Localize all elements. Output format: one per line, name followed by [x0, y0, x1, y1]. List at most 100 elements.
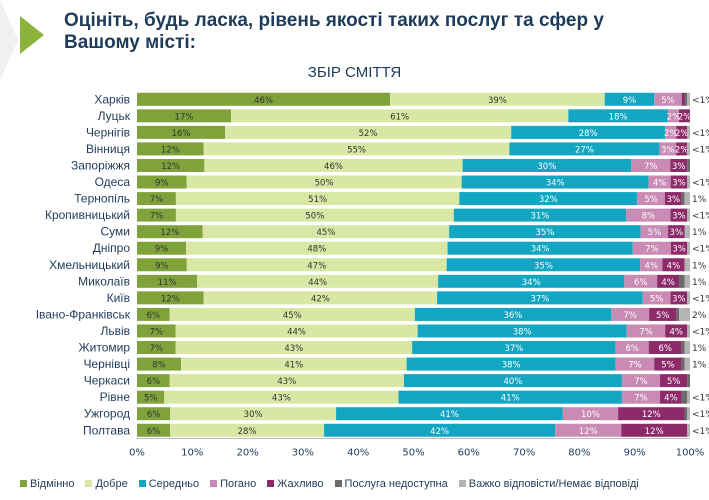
legend-item: Добре: [85, 478, 128, 490]
segment-label: 46%: [324, 162, 343, 172]
bar-segment: [687, 175, 690, 189]
segment-label: 35%: [534, 261, 553, 271]
segment-label: 3%: [672, 212, 686, 222]
segment-label: 31%: [530, 212, 549, 222]
segment-label: 27%: [575, 145, 594, 155]
bar-segment: [687, 324, 690, 338]
bar-segment: [137, 142, 204, 156]
segment-label: 50%: [315, 179, 334, 189]
city-label: Одеса: [95, 175, 131, 189]
bar-segment: [137, 341, 176, 355]
segment-label: 12%: [161, 145, 180, 155]
segment-label: 5%: [661, 361, 675, 371]
segment-label: 3%: [667, 195, 681, 205]
legend-label: Жахливо: [277, 478, 324, 490]
bar-segment: [687, 423, 690, 437]
bar-segment: [137, 208, 176, 222]
bar-segment: [626, 324, 666, 338]
city-label: Івано-Франківськ: [36, 307, 131, 321]
segment-label: 30%: [537, 162, 556, 172]
bar-segment: [459, 192, 638, 206]
bar-segment: [681, 390, 688, 404]
city-label: Полтава: [83, 423, 130, 437]
bar-segment: [654, 92, 682, 106]
x-tick-label: 50%: [402, 448, 424, 459]
bar-segment: [137, 241, 187, 255]
city-label: Київ: [107, 291, 130, 305]
bar-segment: [676, 142, 688, 156]
segment-label: 4%: [653, 179, 667, 189]
bar-segment: [687, 125, 690, 139]
bar-segment: [621, 423, 688, 437]
city-label: Хмельницький: [49, 258, 130, 272]
legend-item: Середньо: [138, 478, 199, 490]
x-tick-label: 0%: [129, 448, 145, 459]
outside-label: 1%: [692, 361, 707, 371]
city-label: Житомир: [79, 341, 131, 355]
bar-segment: [137, 192, 176, 206]
segment-label: 11%: [158, 278, 177, 288]
legend-item: Важко відповісти/Немає відповіді: [458, 478, 639, 490]
bar-segment: [640, 258, 663, 272]
bar-segment: [618, 407, 685, 421]
segment-label: 5%: [650, 294, 664, 304]
segment-label: 42%: [430, 427, 449, 437]
bar-segment: [137, 374, 170, 388]
bar-segment: [604, 92, 655, 106]
legend-label: Послуга недоступна: [344, 478, 448, 490]
x-tick-label: 30%: [292, 448, 314, 459]
segment-label: 16%: [172, 129, 191, 139]
bar-segment: [137, 225, 203, 239]
segment-label: 12%: [642, 410, 661, 420]
x-tick-label: 40%: [347, 448, 369, 459]
bar-segment: [687, 208, 690, 222]
bar-segment: [660, 374, 688, 388]
bar-segment: [640, 225, 669, 239]
bar-segment: [137, 109, 232, 123]
bar-segment: [186, 258, 447, 272]
bar-segment: [621, 374, 661, 388]
segment-label: 41%: [501, 394, 520, 404]
outside-label: 1%: [692, 261, 707, 271]
city-label: Харків: [94, 92, 130, 106]
bar-segment: [170, 423, 325, 437]
segment-label: 5%: [667, 377, 681, 387]
bar-segment: [681, 357, 685, 371]
segment-label: 44%: [287, 327, 306, 337]
bar-segment: [462, 158, 632, 172]
bar-segment: [175, 324, 418, 338]
legend-item: Жахливо: [267, 478, 324, 490]
bar-segment: [679, 307, 690, 321]
bar-segment: [687, 407, 690, 421]
segment-label: 6%: [658, 344, 672, 354]
bar-segment: [665, 324, 688, 338]
bar-segment: [511, 125, 666, 139]
bar-segment: [137, 291, 204, 305]
segment-label: 52%: [359, 129, 378, 139]
segment-label: 6%: [147, 427, 161, 437]
bar-segment: [637, 192, 665, 206]
segment-label: 34%: [531, 245, 550, 255]
bar-segment: [687, 158, 690, 172]
segment-label: 61%: [390, 112, 409, 122]
bar-segment: [509, 142, 660, 156]
bar-segment: [684, 92, 688, 106]
bar-segment: [202, 225, 450, 239]
outside-label: <1%: [692, 212, 709, 222]
outside-label: <1%: [692, 245, 709, 255]
outside-label: <1%: [692, 129, 709, 139]
bar-segment: [626, 208, 671, 222]
x-tick-label: 70%: [513, 448, 535, 459]
bar-segment: [438, 274, 625, 288]
segment-label: 7%: [150, 344, 164, 354]
outside-label: 1%: [692, 344, 707, 354]
legend-swatch: [138, 480, 146, 487]
outside-label: 1%: [692, 228, 707, 238]
outside-label: <1%: [692, 394, 709, 404]
segment-label: 7%: [150, 327, 164, 337]
bar-segment: [660, 390, 682, 404]
bar-segment: [169, 307, 415, 321]
bar-segment: [667, 109, 679, 123]
bar-segment: [681, 341, 685, 355]
segment-label: 18%: [609, 112, 628, 122]
